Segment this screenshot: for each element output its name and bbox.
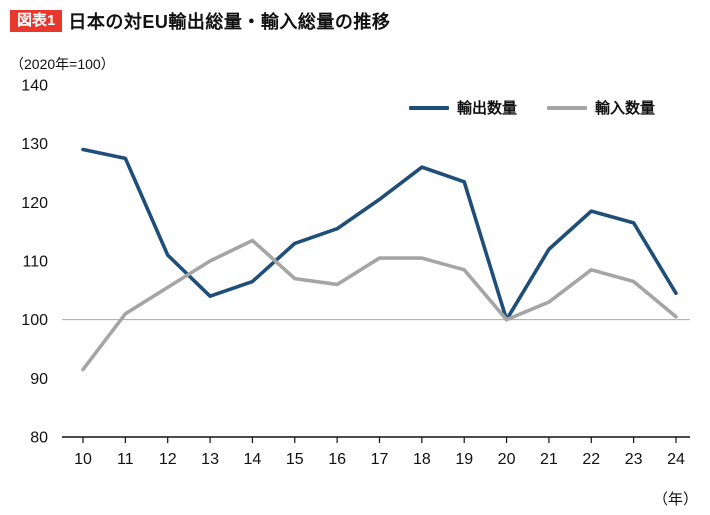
y-axis-tick-label: 80	[30, 430, 48, 447]
x-axis-tick-label: 10	[74, 451, 92, 468]
legend-label-export: 輸出数量	[456, 100, 517, 117]
index-base-note: （2020年=100）	[10, 56, 115, 72]
x-axis-tick-label: 12	[159, 451, 177, 468]
x-axis-tick-label: 23	[625, 451, 643, 468]
x-axis-tick-label: 17	[371, 451, 389, 468]
line-chart-canvas: 80 90 100 110 120 130 140 10 11 12 13 14 15 16 17 18 19 2…	[21, 78, 690, 468]
x-axis-tick-label: 11	[117, 451, 134, 468]
x-axis-tick-label: 13	[201, 451, 219, 468]
chart-legend: 輸出数量 輸入数量	[408, 97, 655, 118]
y-axis-tick-label: 140	[21, 78, 48, 95]
export-line-swatch	[408, 105, 449, 110]
x-axis-tick-label: 14	[244, 451, 262, 468]
import-line-swatch	[546, 105, 587, 110]
y-axis-tick-label: 110	[22, 254, 48, 271]
x-axis-tick-label: 15	[286, 451, 304, 468]
x-axis-tick-label: 21	[540, 451, 558, 468]
x-axis-tick-label: 19	[455, 451, 473, 468]
chart-header: 図表1 日本の対EU輸出総量・輸入総量の推移	[10, 8, 390, 34]
y-axis-tick-label: 100	[21, 312, 48, 329]
y-axis-tick-label: 90	[30, 371, 48, 388]
import-series-line	[81, 238, 678, 372]
x-axis-tick-label: 20	[498, 451, 516, 468]
y-axis-tick-label: 130	[21, 136, 48, 153]
chart-title: 日本の対EU輸出総量・輸入総量の推移	[68, 12, 391, 32]
x-axis-tick-label: 22	[582, 451, 600, 468]
figure-badge: 図表1	[10, 9, 63, 33]
x-axis-tick-label: 18	[413, 451, 431, 468]
x-axis-tick-label: 16	[328, 451, 346, 468]
legend-label-import: 輸入数量	[594, 100, 655, 117]
export-series-line	[81, 147, 678, 322]
legend-item-import: 輸入数量	[546, 97, 655, 118]
chart-area: 80 90 100 110 120 130 140 10 11 12 13 14 15 16 17 18 19 2…	[0, 70, 710, 490]
x-axis-tick-label: 24	[667, 451, 685, 468]
y-axis-tick-label: 120	[21, 195, 48, 212]
legend-item-export: 輸出数量	[408, 97, 517, 118]
x-axis-unit-label: （年）	[652, 491, 698, 508]
